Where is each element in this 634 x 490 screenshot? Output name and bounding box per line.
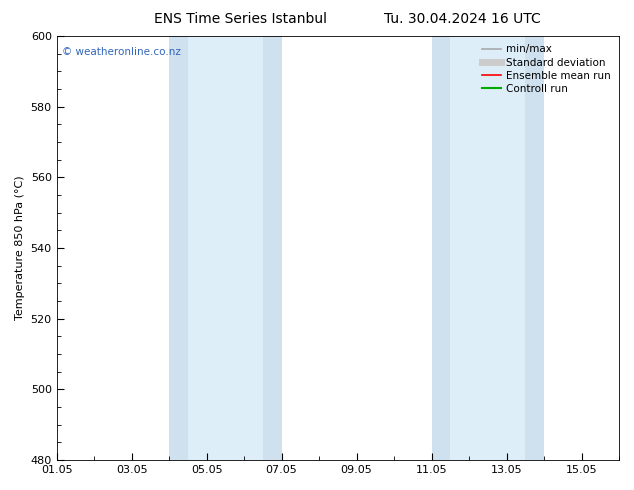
Bar <box>432 36 450 460</box>
Bar <box>526 36 544 460</box>
Text: © weatheronline.co.nz: © weatheronline.co.nz <box>62 47 181 57</box>
Bar <box>263 36 281 460</box>
Bar <box>188 36 263 460</box>
Text: Tu. 30.04.2024 16 UTC: Tu. 30.04.2024 16 UTC <box>384 12 541 26</box>
Bar <box>169 36 188 460</box>
Legend: min/max, Standard deviation, Ensemble mean run, Controll run: min/max, Standard deviation, Ensemble me… <box>479 41 614 97</box>
Bar <box>450 36 526 460</box>
Text: ENS Time Series Istanbul: ENS Time Series Istanbul <box>155 12 327 26</box>
Y-axis label: Temperature 850 hPa (°C): Temperature 850 hPa (°C) <box>15 176 25 320</box>
